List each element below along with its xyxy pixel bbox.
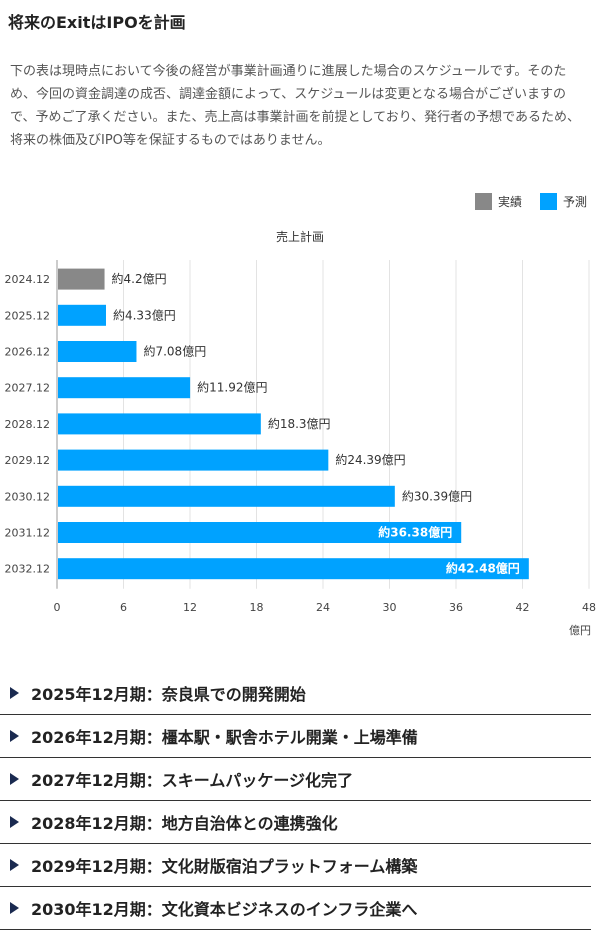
milestone-item[interactable]: 2029年12月期：文化財版宿泊プラットフォーム構築	[0, 844, 591, 887]
data-label: 約24.39億円	[335, 452, 405, 467]
data-label: 約30.39億円	[402, 488, 472, 503]
milestone-item[interactable]: 2028年12月期：地方自治体との連携強化	[0, 801, 591, 844]
y-category-label: 2024.12	[5, 273, 51, 286]
data-label: 約42.48億円	[446, 561, 520, 576]
x-axis-unit: 億円	[569, 624, 591, 637]
x-tick-label: 6	[120, 601, 127, 614]
milestone-label: 2030年12月期：文化資本ビジネスのインフラ企業へ	[31, 900, 418, 919]
x-tick-label: 18	[250, 601, 264, 614]
y-category-label: 2026.12	[5, 346, 51, 359]
y-category-label: 2025.12	[5, 309, 51, 322]
bar	[58, 522, 462, 543]
x-tick-label: 24	[316, 601, 330, 614]
milestone-label: 2025年12月期：奈良県での開発開始	[31, 685, 306, 704]
legend-item-actual: 実績	[474, 193, 522, 210]
triangle-bullet-icon	[10, 773, 19, 785]
milestone-label: 2027年12月期：スキームパッケージ化完了	[31, 771, 353, 790]
chart-legend: 実績 予測	[457, 193, 587, 210]
triangle-bullet-icon	[10, 902, 19, 914]
triangle-bullet-icon	[10, 859, 19, 871]
milestone-label: 2026年12月期：橿本駅・駅舎ホテル開業・上場準備	[31, 728, 418, 747]
data-label: 約7.08億円	[143, 344, 206, 359]
bar	[58, 413, 261, 435]
milestone-item[interactable]: 2025年12月期：奈良県での開発開始	[0, 672, 591, 715]
y-category-label: 2030.12	[5, 490, 51, 503]
x-tick-label: 0	[54, 601, 61, 614]
bar	[58, 485, 395, 507]
milestone-item[interactable]: 2027年12月期：スキームパッケージ化完了	[0, 758, 591, 801]
legend-swatch-forecast	[539, 193, 557, 210]
legend-item-forecast: 予測	[539, 193, 587, 210]
data-label: 約4.33億円	[113, 307, 176, 322]
intro-text: 下の表は現時点において今後の経営が事業計画通りに進展した場合のスケジュールです。…	[10, 64, 581, 148]
y-category-label: 2031.12	[5, 527, 51, 540]
x-tick-label: 48	[582, 601, 596, 614]
page-title: 将来のExitはIPOを計画	[8, 13, 186, 32]
bar	[58, 341, 137, 362]
legend-swatch-actual	[474, 193, 492, 210]
data-label: 約18.3億円	[268, 416, 331, 431]
y-category-label: 2028.12	[5, 418, 51, 431]
bar	[58, 377, 191, 399]
y-category-label: 2027.12	[5, 382, 51, 395]
x-tick-label: 42	[516, 601, 530, 614]
milestone-label: 2029年12月期：文化財版宿泊プラットフォーム構築	[31, 857, 418, 876]
x-tick-label: 12	[183, 601, 197, 614]
bar	[58, 558, 529, 580]
y-category-label: 2029.12	[5, 454, 51, 467]
bar	[58, 304, 106, 326]
bar	[58, 449, 329, 471]
sales-plan-chart: 売上計画 0 6 12 18 24 30 36 42 48 億円 2024.12 約4.2億円 2025.…	[5, 229, 597, 637]
triangle-bullet-icon	[10, 816, 19, 828]
data-label: 約11.92億円	[197, 380, 267, 395]
triangle-bullet-icon	[10, 687, 19, 699]
data-label: 約4.2億円	[112, 271, 167, 286]
y-category-label: 2032.12	[5, 563, 51, 576]
milestone-list: 2025年12月期：奈良県での開発開始 2026年12月期：橿本駅・駅舎ホテル開業…	[0, 672, 591, 930]
milestone-item[interactable]: 2030年12月期：文化資本ビジネスのインフラ企業へ	[0, 887, 591, 930]
legend-label-forecast: 予測	[562, 195, 587, 209]
x-tick-label: 30	[383, 601, 397, 614]
chart-title: 売上計画	[276, 229, 324, 244]
milestone-label: 2028年12月期：地方自治体との連携強化	[31, 814, 338, 833]
legend-label-actual: 実績	[497, 195, 522, 209]
x-tick-label: 36	[449, 601, 463, 614]
triangle-bullet-icon	[10, 730, 19, 742]
bar	[58, 268, 105, 290]
data-label: 約36.38億円	[378, 525, 452, 540]
milestone-item[interactable]: 2026年12月期：橿本駅・駅舎ホテル開業・上場準備	[0, 715, 591, 758]
